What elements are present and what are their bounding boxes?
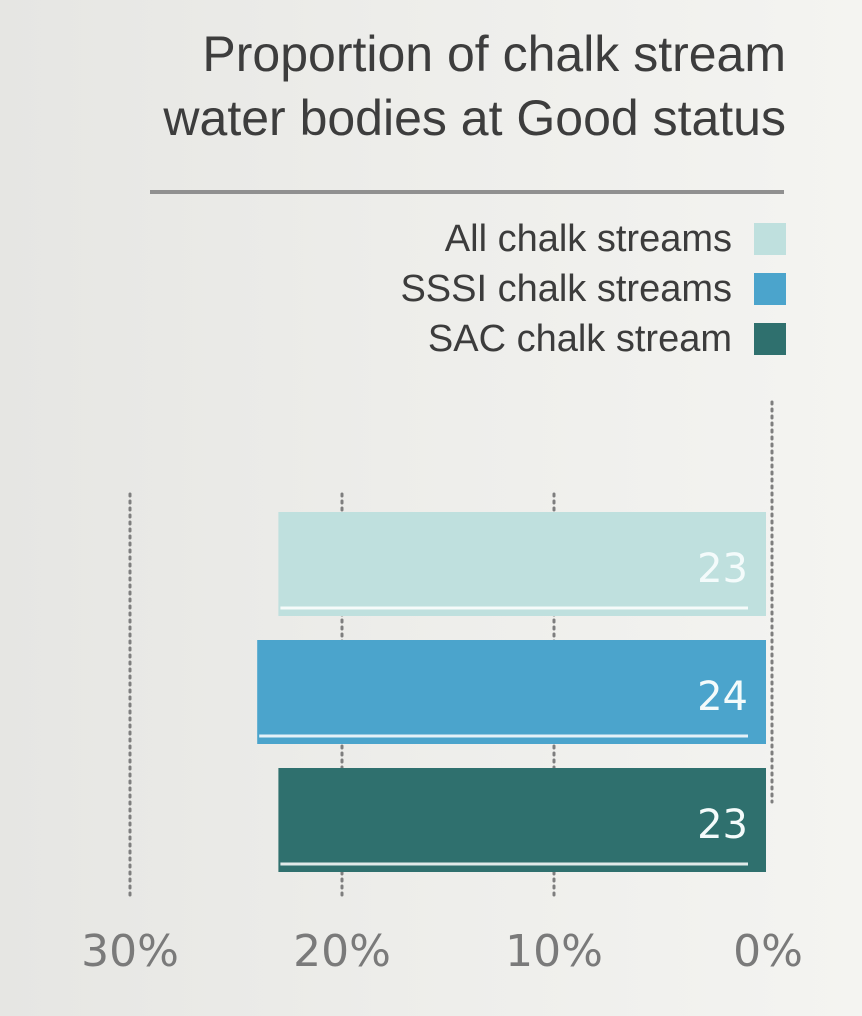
tick-label-30pct: 30% [81, 926, 179, 977]
legend-item-sac: SAC chalk stream [400, 314, 786, 364]
legend-label-sssi: SSSI chalk streams [400, 267, 732, 310]
tick-label-10pct: 10% [505, 926, 603, 977]
bar-sssi: 24 [257, 640, 766, 744]
bar-value-label-sssi: 24 [697, 674, 748, 720]
tick-label-0pct: 0% [733, 926, 803, 977]
bar-sac: 23 [278, 768, 766, 872]
legend-swatch-sac [754, 323, 786, 355]
legend-label-sac: SAC chalk stream [427, 317, 732, 360]
bar-all: 23 [278, 512, 766, 616]
chart-title: Proportion of chalk stream water bodies … [46, 22, 786, 150]
bar-value-label-sac: 23 [697, 802, 748, 848]
legend-label-all: All chalk streams [444, 217, 732, 260]
chart-title-line-2: water bodies at Good status [163, 90, 786, 146]
bar-value-label-all: 23 [697, 546, 748, 592]
bar-rect-sac [278, 768, 766, 872]
legend-swatch-all [754, 223, 786, 255]
legend: All chalk streams SSSI chalk streams SAC… [400, 214, 786, 364]
legend-swatch-sssi [754, 273, 786, 305]
legend-item-all: All chalk streams [400, 214, 786, 264]
bar-rect-all [278, 512, 766, 616]
legend-item-sssi: SSSI chalk streams [400, 264, 786, 314]
tick-label-20pct: 20% [293, 926, 391, 977]
chart-title-line-1: Proportion of chalk stream [202, 26, 786, 82]
title-divider [150, 190, 784, 194]
bar-rect-sssi [257, 640, 766, 744]
